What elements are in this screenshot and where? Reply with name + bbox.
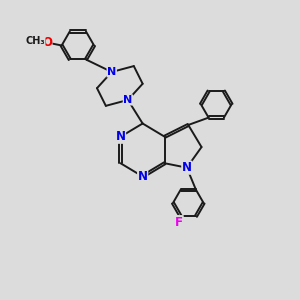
Text: N: N bbox=[123, 95, 133, 105]
Text: F: F bbox=[175, 216, 183, 229]
Text: N: N bbox=[138, 170, 148, 183]
Text: O: O bbox=[42, 36, 52, 49]
Text: N: N bbox=[182, 161, 192, 174]
Text: N: N bbox=[107, 67, 116, 77]
Text: CH₃: CH₃ bbox=[26, 36, 45, 46]
Text: N: N bbox=[116, 130, 126, 143]
